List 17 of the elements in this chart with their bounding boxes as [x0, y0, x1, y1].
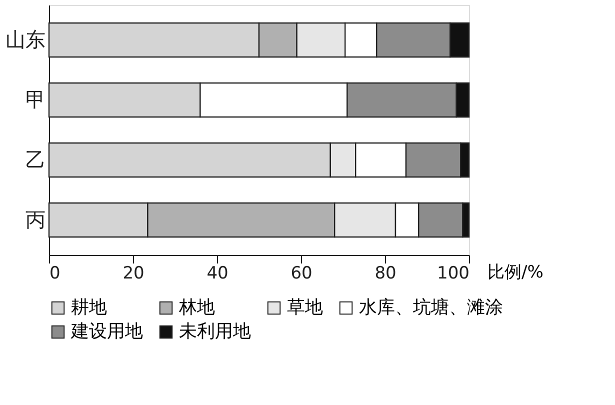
y-tick-label: 丙: [26, 208, 46, 232]
x-tick-label: 20: [122, 264, 144, 284]
x-tick-label: 0: [50, 264, 60, 284]
y-tick-label: 乙: [26, 148, 46, 172]
legend-label: 建设用地: [70, 321, 143, 342]
y-tick-label: 山东: [6, 28, 46, 52]
legend-label: 耕地: [71, 297, 107, 318]
legend-label: 林地: [178, 297, 215, 318]
x-tick-label: 80: [374, 264, 396, 284]
x-axis-title: 比例/%: [488, 262, 544, 282]
legend-label: 草地: [287, 297, 323, 318]
legend-label: 水库、坑塘、滩涂: [359, 297, 503, 318]
x-tick-label: 100: [437, 264, 470, 284]
y-tick-label: 甲: [26, 88, 46, 112]
legend-label: 未利用地: [179, 321, 251, 342]
x-tick-label: 40: [206, 264, 228, 284]
x-tick-label: 60: [290, 264, 312, 284]
